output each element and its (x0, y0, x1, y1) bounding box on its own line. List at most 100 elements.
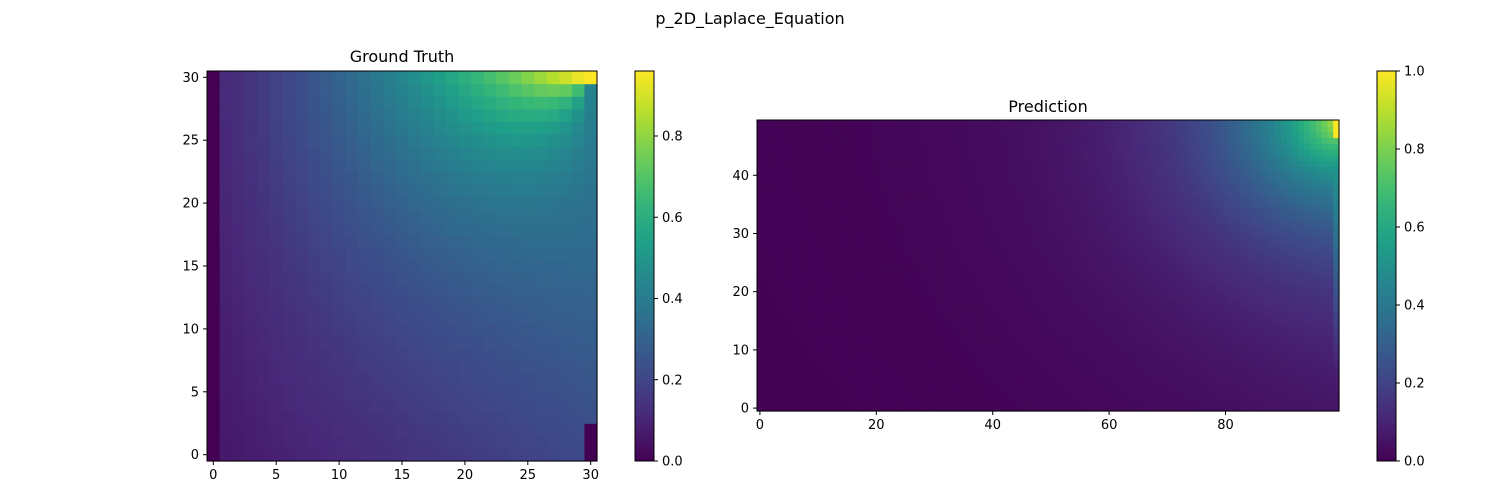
heatmap-cell (257, 83, 271, 97)
heatmap-cell (855, 358, 863, 366)
heatmap-cell (1053, 335, 1061, 342)
heatmap-cell (357, 310, 372, 324)
heatmap-cell (1129, 370, 1136, 377)
heatmap-cell (1327, 201, 1334, 208)
heatmap-cell (1024, 271, 1032, 278)
heatmap-cell (1234, 329, 1241, 336)
heatmap-cell (989, 259, 997, 267)
heatmap-cell (1077, 224, 1084, 232)
heatmap-cell (571, 297, 586, 311)
heatmap-cell (1152, 312, 1160, 319)
heatmap-cell (1065, 323, 1072, 331)
heatmap-cell (357, 272, 372, 286)
heatmap-cell (885, 242, 892, 249)
heatmap-cell (370, 347, 384, 361)
heatmap-cell (1228, 312, 1235, 319)
heatmap-cell (546, 297, 560, 311)
heatmap-cell (458, 121, 472, 135)
heatmap-cell (1298, 306, 1305, 313)
heatmap-cell (821, 184, 828, 191)
heatmap-cell (1187, 248, 1195, 255)
heatmap-cell (559, 322, 573, 336)
heatmap-cell (902, 195, 909, 203)
heatmap-cell (1048, 184, 1055, 191)
heatmap-cell (989, 184, 997, 191)
heatmap-cell (1187, 300, 1195, 307)
heatmap-cell (1251, 248, 1259, 255)
heatmap-cell (1077, 184, 1084, 191)
heatmap-cell (1292, 184, 1299, 191)
heatmap-cell (534, 108, 548, 122)
heatmap-cell (855, 265, 863, 272)
heatmap-cell (1234, 259, 1241, 267)
heatmap-cell (584, 410, 598, 424)
heatmap-cell (1193, 259, 1200, 267)
heatmap-cell (809, 248, 816, 255)
heatmap-cell (978, 184, 985, 191)
heatmap-cell (1216, 224, 1224, 232)
heatmap-cell (867, 195, 874, 203)
heatmap-cell (1141, 370, 1148, 377)
heatmap-cell (1251, 323, 1259, 331)
heatmap-cell (219, 398, 233, 412)
heatmap-cell (508, 398, 523, 412)
heatmap-cell (1327, 341, 1334, 348)
heatmap-cell (508, 83, 523, 97)
heatmap-cell (1193, 195, 1200, 203)
heatmap-cell (1030, 236, 1037, 243)
heatmap-cell (1327, 323, 1334, 331)
heatmap-cell (925, 288, 933, 296)
heatmap-cell (483, 196, 497, 210)
heatmap-cell (1007, 300, 1014, 307)
heatmap-cell (838, 218, 845, 226)
heatmap-cell (1106, 323, 1113, 331)
heatmap-cell (943, 306, 950, 313)
heatmap-cell (925, 393, 933, 400)
heatmap-cell (546, 83, 560, 97)
heatmap-cell (1088, 300, 1096, 307)
heatmap-cell (332, 184, 346, 198)
heatmap-cell (972, 341, 979, 348)
heatmap-cell (1234, 393, 1241, 400)
heatmap-cell (978, 335, 985, 342)
heatmap-cell (826, 184, 834, 191)
heatmap-cell (1240, 364, 1247, 371)
heatmap-cell (1181, 195, 1189, 203)
heatmap-cell (1018, 242, 1026, 249)
heatmap-cell (1234, 253, 1241, 261)
heatmap-cell (1053, 376, 1061, 383)
heatmap-cell (1170, 213, 1177, 220)
heatmap-cell (383, 423, 397, 437)
heatmap-cell (1181, 329, 1189, 336)
heatmap-cell (1170, 381, 1177, 389)
heatmap-cell (879, 271, 886, 278)
heatmap-cell (1176, 306, 1183, 313)
heatmap-cell (1304, 399, 1311, 406)
heatmap-cell (1048, 306, 1055, 313)
heatmap-cell (797, 306, 805, 313)
heatmap-cell (1298, 259, 1305, 267)
heatmap-cell (1286, 201, 1294, 208)
heatmap-cell (345, 297, 359, 311)
heatmap-cell (282, 83, 296, 97)
heatmap-cell (978, 312, 985, 319)
heatmap-cell (1065, 294, 1072, 302)
heatmap-cell (521, 209, 535, 223)
heatmap-cell (1030, 317, 1037, 325)
heatmap-cell (1263, 300, 1270, 307)
heatmap-cell (873, 259, 880, 267)
heatmap-cell (954, 306, 962, 313)
heatmap-cell (1333, 253, 1340, 261)
heatmap-cell (890, 236, 898, 243)
heatmap-cell (1193, 376, 1200, 383)
heatmap-cell (861, 184, 869, 191)
heatmap-cell (978, 323, 985, 331)
heatmap-cell (966, 271, 973, 278)
heatmap-cell (395, 347, 409, 361)
heatmap-cell (762, 201, 770, 208)
heatmap-cell (1112, 306, 1119, 313)
heatmap-cell (282, 360, 296, 374)
heatmap-cell (269, 184, 284, 198)
heatmap-cell (1048, 370, 1055, 377)
heatmap-cell (867, 201, 874, 208)
